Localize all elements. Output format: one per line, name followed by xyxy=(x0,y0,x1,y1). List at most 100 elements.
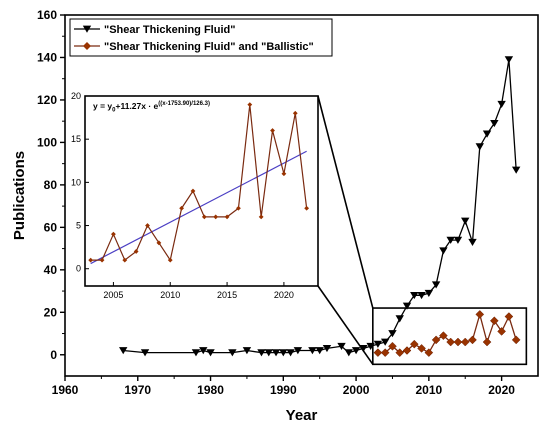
data-point-stf xyxy=(279,349,288,357)
data-point-stf xyxy=(511,166,521,174)
x-tick-label: 2010 xyxy=(415,383,442,397)
inset-data-point xyxy=(179,205,185,211)
inset-data-point xyxy=(270,128,275,133)
data-point-stf xyxy=(293,347,303,355)
legend: "Shear Thickening Fluid" "Shear Thickenin… xyxy=(69,18,333,57)
inset-x-tick-label: 2020 xyxy=(274,290,294,300)
y-tick-label: 140 xyxy=(37,50,57,64)
data-point-stf-ballistic xyxy=(402,346,412,355)
data-point-stf xyxy=(461,217,470,225)
inset-data-point xyxy=(236,205,241,211)
data-point-stf-ballistic xyxy=(417,344,426,353)
data-point-stf xyxy=(373,340,383,348)
x-tick-label: 1990 xyxy=(270,383,297,397)
inset-data-point xyxy=(167,257,173,263)
legend-marker-stf-ballistic xyxy=(83,42,91,50)
zoom-rectangle xyxy=(372,307,528,366)
equation-part: +11.27x · e xyxy=(116,101,159,111)
data-point-stf-ballistic xyxy=(453,337,463,347)
y-axis-label: Publications xyxy=(11,151,28,240)
data-point-stf-ballistic xyxy=(373,348,383,357)
data-point-stf xyxy=(228,349,237,357)
data-point-stf xyxy=(446,236,455,244)
data-point-stf-ballistic xyxy=(409,339,419,349)
inset-data-point xyxy=(304,205,310,211)
data-point-stf xyxy=(388,330,397,338)
data-point-stf xyxy=(395,315,404,323)
inset-frame xyxy=(84,95,319,287)
equation-exponent: ((x-1753.90)/126.3) xyxy=(158,101,210,107)
legend-label-stf-ballistic: "Shear Thickening Fluid" and "Ballistic" xyxy=(104,41,314,53)
data-point-stf-ballistic xyxy=(489,316,499,326)
data-point-stf-ballistic xyxy=(504,312,514,321)
data-point-stf xyxy=(271,349,281,357)
inset-x-tick-label: 2015 xyxy=(217,290,237,300)
data-point-stf xyxy=(315,347,324,355)
data-point-stf xyxy=(439,247,448,255)
data-point-stf xyxy=(337,342,346,351)
legend-marker-stf xyxy=(82,25,92,33)
data-point-stf-ballistic xyxy=(511,335,521,345)
equation-part: y = y xyxy=(93,101,112,111)
inset-y-tick-label: 15 xyxy=(71,134,81,144)
data-point-stf xyxy=(242,347,252,355)
x-tick-label: 1980 xyxy=(197,383,224,397)
y-tick-label: 40 xyxy=(44,263,58,277)
inset-data-point xyxy=(190,188,196,194)
legend-box xyxy=(69,18,333,57)
zoom-region xyxy=(317,95,528,366)
inset-data-point xyxy=(224,214,230,220)
inset-data-point xyxy=(111,231,116,237)
y-tick-label: 120 xyxy=(37,93,57,107)
data-point-stf-ballistic xyxy=(446,337,456,347)
equation-subscript: 0 xyxy=(112,108,116,114)
inset-y-tick-label: 20 xyxy=(71,91,81,101)
data-point-stf xyxy=(504,56,514,64)
data-point-stf xyxy=(191,349,201,357)
data-point-stf-ballistic xyxy=(380,348,390,357)
main-plot-frame xyxy=(64,14,539,377)
y-tick-label: 160 xyxy=(37,8,57,22)
y-tick-label: 80 xyxy=(44,178,58,192)
inset-data-point xyxy=(292,110,298,116)
inset-series-line xyxy=(90,104,308,262)
inset-x-tick-label: 2005 xyxy=(103,290,123,300)
data-point-stf-ballistic xyxy=(460,337,470,347)
inset-y-tick-label: 10 xyxy=(71,177,81,187)
data-point-stf xyxy=(490,119,499,128)
inset-data-point xyxy=(122,257,128,263)
data-point-stf xyxy=(264,349,273,357)
x-axis-label: Year xyxy=(286,407,318,424)
inset-data-point xyxy=(247,102,253,108)
inset-data-point xyxy=(88,257,94,263)
data-point-stf-ballistic xyxy=(395,348,405,357)
x-tick-label: 1970 xyxy=(124,383,151,397)
x-tick-label: 2000 xyxy=(343,383,370,397)
inset-fit-equation: y = y0+11.27x · e((x-1753.90)/126.3) xyxy=(93,101,210,114)
data-point-stf-ballistic xyxy=(388,341,397,351)
data-point-stf xyxy=(257,349,266,357)
y-tick-label: 0 xyxy=(50,348,57,362)
y-tick-label: 20 xyxy=(44,305,58,319)
data-point-stf xyxy=(424,289,434,297)
data-point-stf-ballistic xyxy=(468,335,477,345)
inset-data-point xyxy=(281,171,287,177)
inset-fit-line xyxy=(90,150,307,265)
data-point-stf xyxy=(351,347,361,355)
legend-label-stf: "Shear Thickening Fluid" xyxy=(104,24,235,36)
data-point-stf-ballistic xyxy=(482,337,492,347)
inset-data-point xyxy=(201,214,207,220)
data-point-stf xyxy=(402,302,412,310)
data-point-stf xyxy=(410,291,419,300)
data-point-stf xyxy=(140,349,150,357)
zoom-connector xyxy=(317,95,374,309)
data-point-stf xyxy=(308,347,317,355)
y-tick-label: 100 xyxy=(37,135,57,149)
data-point-stf-ballistic xyxy=(439,331,448,341)
data-point-stf xyxy=(380,338,390,346)
main-plot: 1960 1970 1980 1990 2000 2010 2020020406080100… xyxy=(11,8,539,424)
data-point-stf xyxy=(475,143,484,151)
